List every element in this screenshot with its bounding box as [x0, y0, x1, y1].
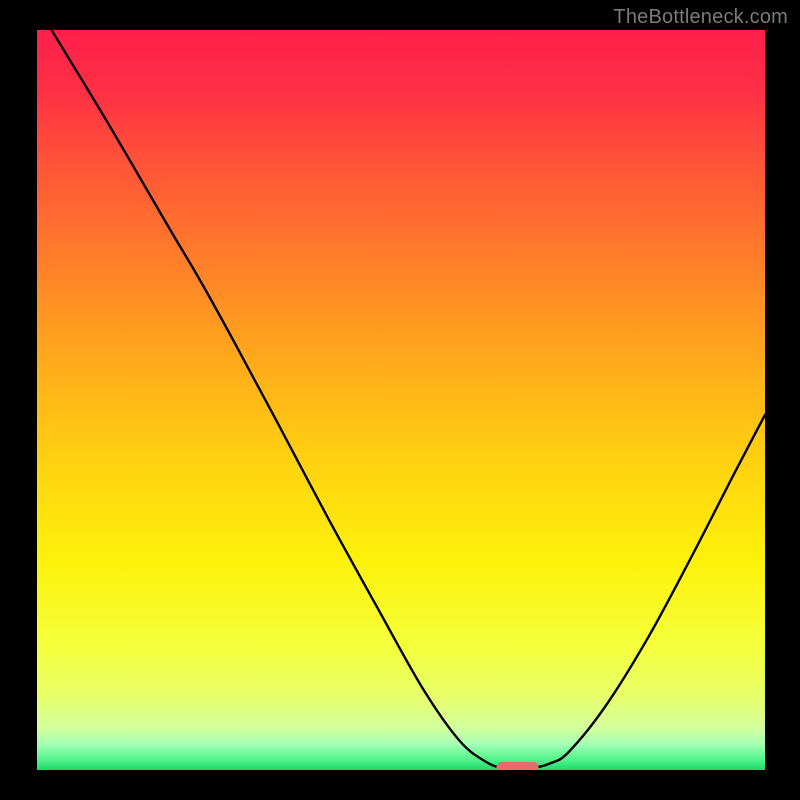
- watermark-text: TheBottleneck.com: [613, 6, 788, 29]
- gradient-background: [37, 30, 765, 770]
- chart-frame: TheBottleneck.com: [0, 0, 800, 800]
- chart-svg: [37, 30, 765, 770]
- plot-area: [37, 30, 765, 770]
- optimal-marker: [496, 762, 538, 770]
